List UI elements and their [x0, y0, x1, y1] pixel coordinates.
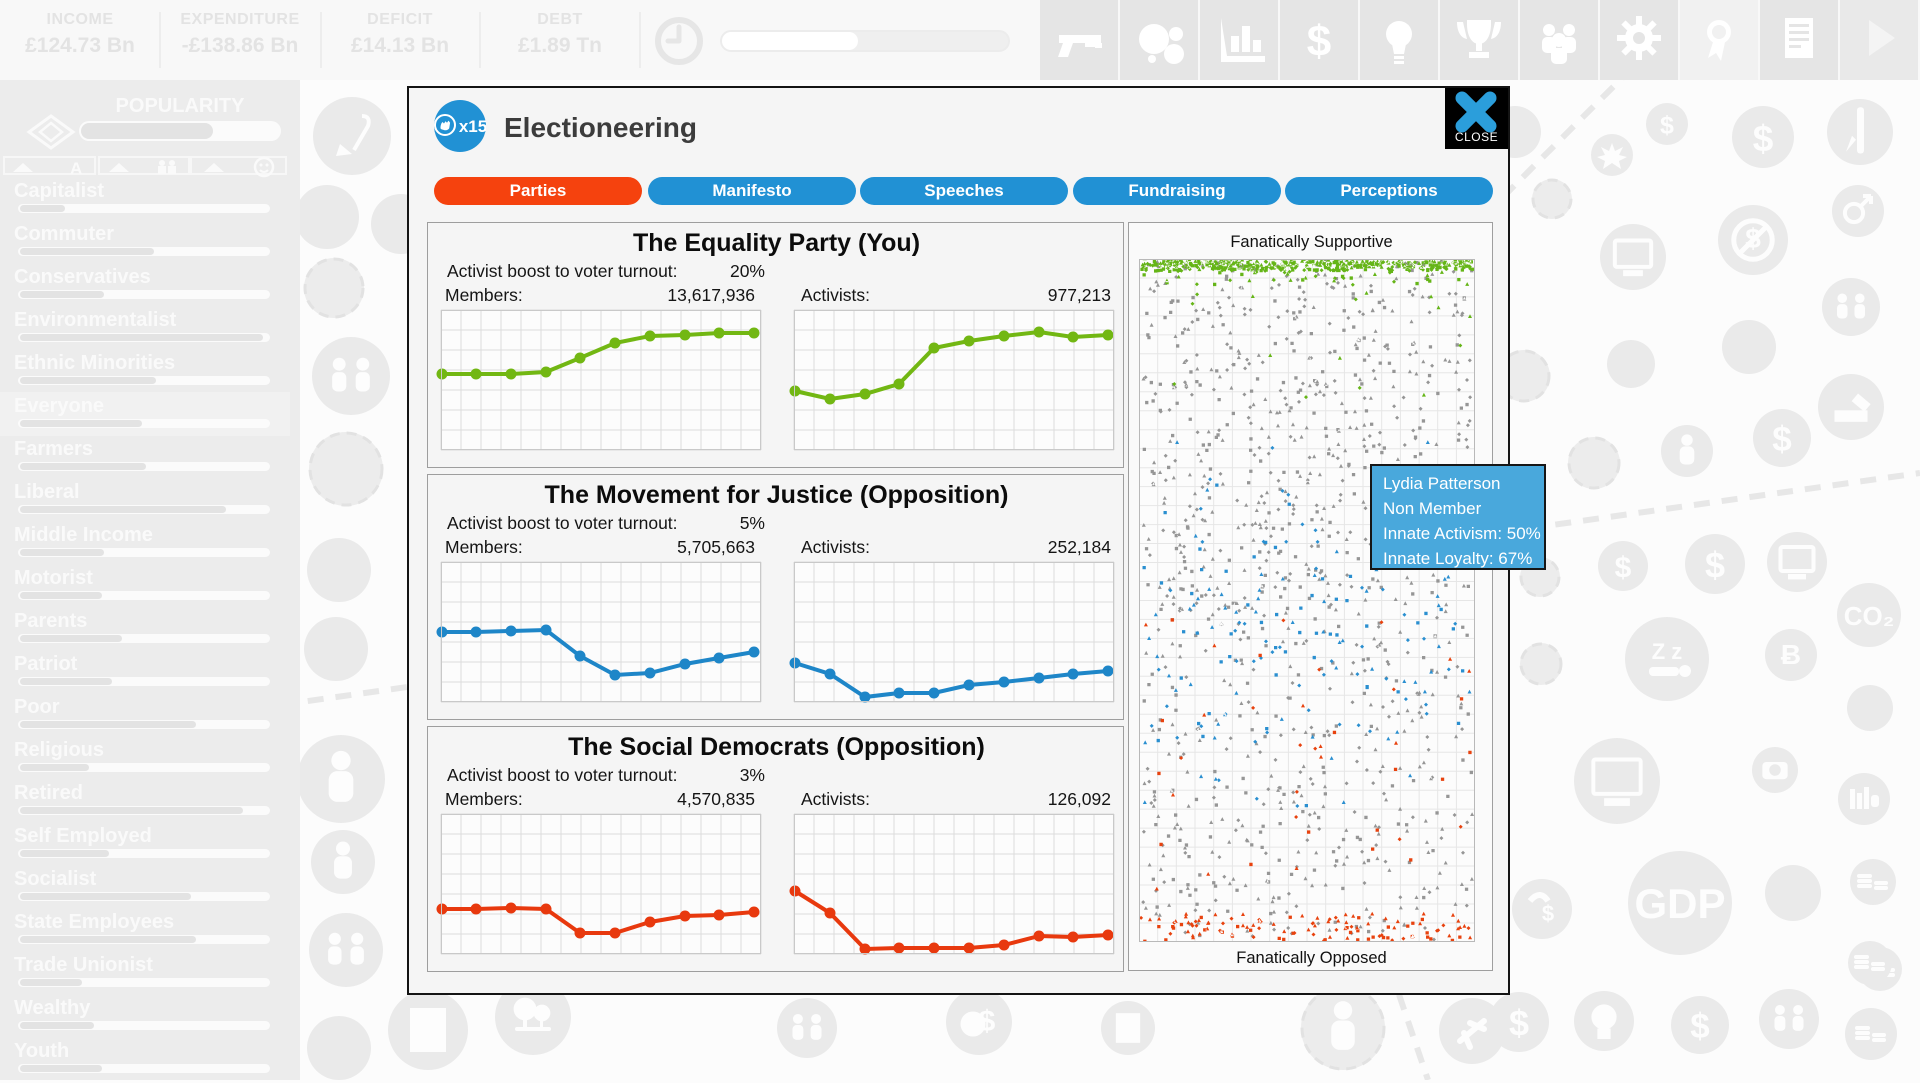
svg-text:GDP: GDP [1634, 880, 1725, 927]
svg-text:$: $ [1772, 420, 1791, 459]
svg-text:$: $ [1705, 545, 1725, 586]
svg-text:$: $ [1690, 1007, 1709, 1046]
svg-text:$: $ [1509, 1003, 1529, 1044]
svg-text:A: A [70, 159, 82, 178]
svg-text:$: $ [1660, 111, 1674, 139]
svg-text:$: $ [979, 1005, 996, 1038]
svg-text:$: $ [1542, 901, 1554, 926]
svg-text:$: $ [1753, 118, 1774, 159]
svg-text:$: $ [1307, 17, 1331, 66]
svg-text:$: $ [1615, 551, 1632, 584]
svg-text:Z z: Z z [1652, 639, 1683, 664]
svg-text:CO₂: CO₂ [1844, 601, 1895, 631]
svg-text:x15: x15 [459, 117, 486, 136]
svg-text:Ƀ: Ƀ [1781, 639, 1801, 670]
